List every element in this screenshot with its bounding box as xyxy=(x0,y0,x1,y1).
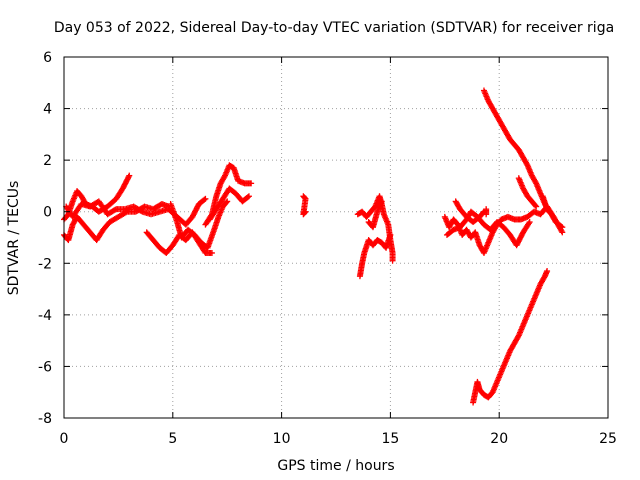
y-tick-label: 2 xyxy=(43,153,52,169)
x-tick-label: 10 xyxy=(273,431,291,447)
series-track-g xyxy=(206,185,252,223)
y-tick-label: -4 xyxy=(38,308,52,324)
y-tick-label: 6 xyxy=(43,50,52,66)
chart-title: Day 053 of 2022, Sidereal Day-to-day VTE… xyxy=(54,20,614,36)
series-track-o xyxy=(483,206,490,218)
x-tick-label: 25 xyxy=(599,431,617,447)
tick-labels: 0 5 10 15 20 25 -8 -6 -4 -2 0 2 4 6 xyxy=(38,50,617,447)
series-track-j xyxy=(356,231,394,280)
x-axis-label: GPS time / hours xyxy=(277,458,394,474)
plot-frame xyxy=(63,56,609,419)
y-tick-label: -6 xyxy=(38,359,52,375)
grid xyxy=(64,57,608,418)
series-track-n xyxy=(452,198,487,226)
x-tick-label: 0 xyxy=(60,431,69,447)
y-tick-label: 0 xyxy=(43,205,52,221)
axis-ticks xyxy=(63,56,609,419)
x-tick-label: 20 xyxy=(490,431,508,447)
y-tick-label: 4 xyxy=(43,102,52,118)
series-track-r xyxy=(515,175,540,210)
y-axis-label: SDTVAR / TECUs xyxy=(6,181,22,296)
series-track-b xyxy=(61,200,172,244)
series-track-c xyxy=(63,195,209,228)
data-points xyxy=(61,87,566,406)
series-track-q xyxy=(480,87,553,215)
series-track-l xyxy=(441,203,566,256)
y-tick-label: -8 xyxy=(38,411,52,427)
series-track-h xyxy=(300,193,309,218)
series-track-e xyxy=(167,198,231,251)
y-tick-label: -2 xyxy=(38,256,52,272)
series-track-i xyxy=(354,193,396,264)
x-tick-label: 5 xyxy=(168,431,177,447)
series-track-k xyxy=(365,198,385,231)
x-tick-label: 15 xyxy=(381,431,399,447)
series-track-s xyxy=(470,268,551,406)
